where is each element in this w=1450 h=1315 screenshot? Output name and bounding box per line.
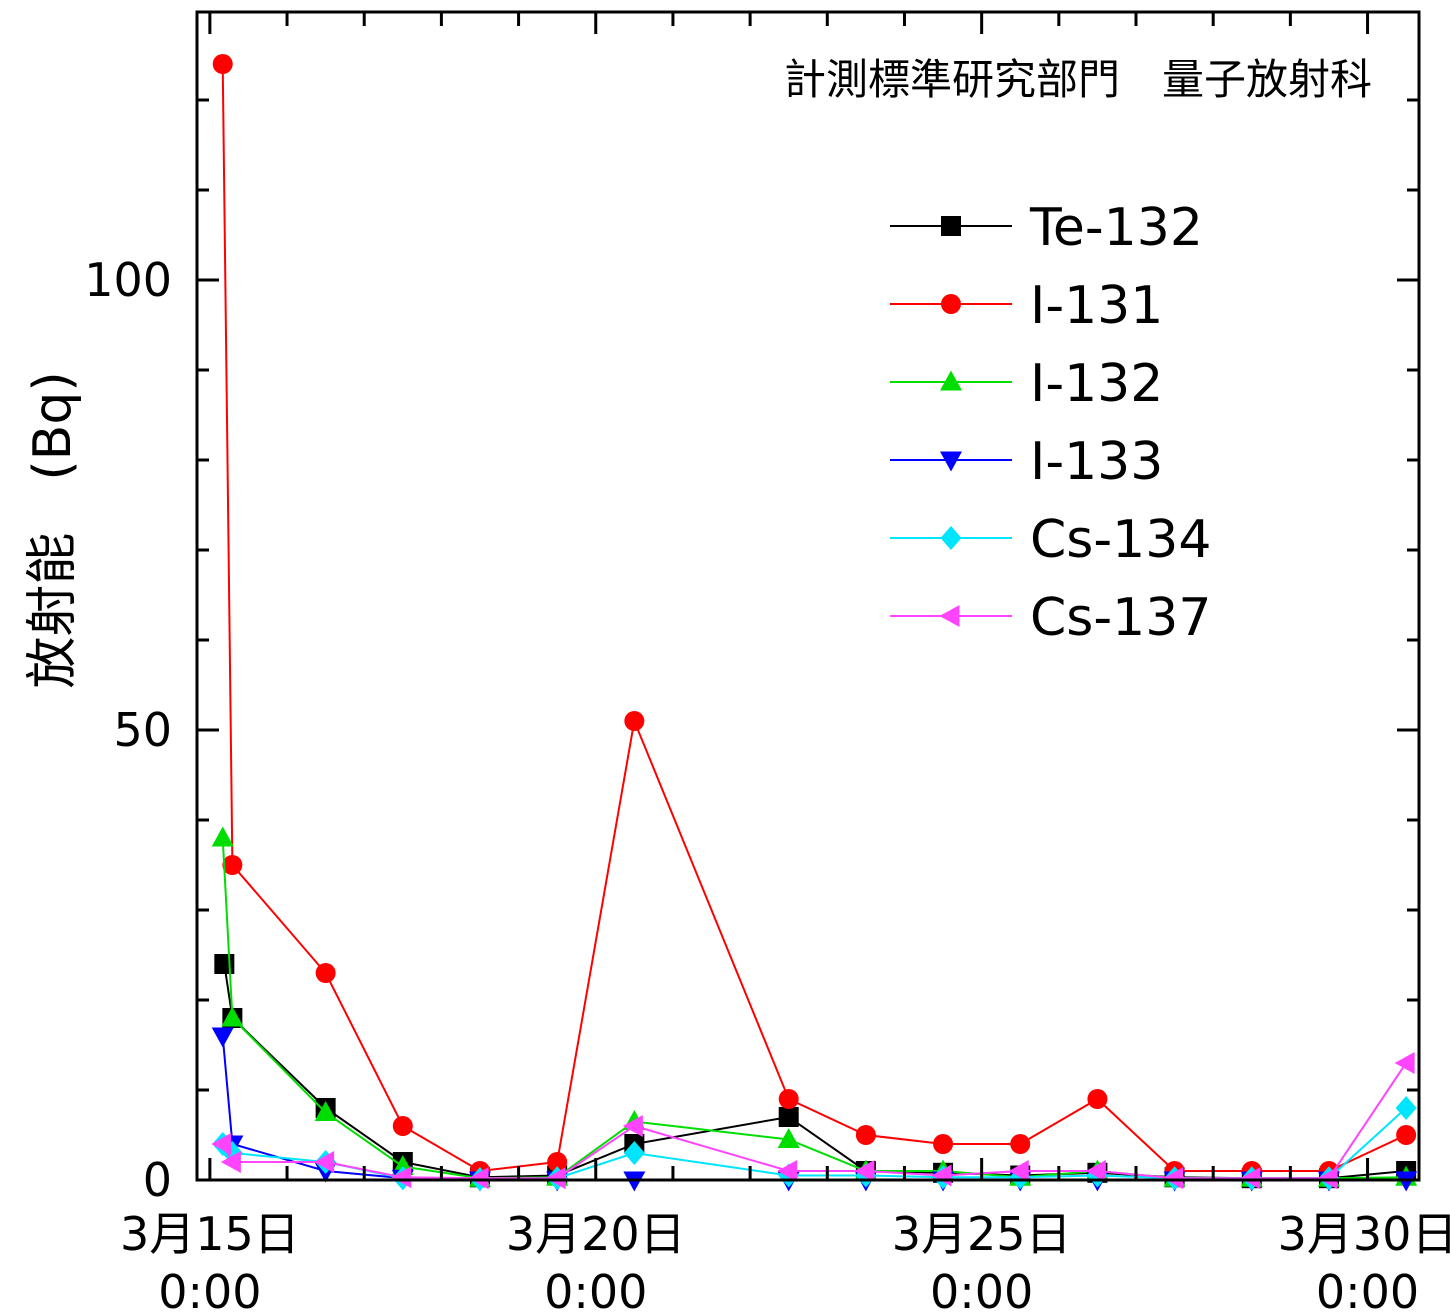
- x-tick-label: 3月15日: [120, 1207, 300, 1261]
- data-point: [1394, 1052, 1415, 1074]
- x-tick-label-time: 0:00: [1316, 1265, 1419, 1315]
- y-tick-label: 50: [113, 703, 172, 757]
- legend-item: I-132: [890, 354, 1163, 414]
- legend-label: I-132: [1030, 354, 1163, 414]
- data-point: [933, 1134, 954, 1154]
- legend-item: I-131: [890, 276, 1163, 336]
- data-point: [214, 954, 235, 974]
- y-tick-label: 100: [84, 253, 172, 307]
- data-point: [314, 1151, 335, 1173]
- data-point: [221, 1006, 244, 1027]
- series-layer: [211, 54, 1418, 1192]
- data-point: [778, 1107, 799, 1127]
- legend-label: I-131: [1030, 276, 1163, 336]
- data-point: [315, 963, 336, 983]
- data-point: [777, 1160, 798, 1182]
- y-axis-label: 放射能 (Bq): [23, 371, 83, 688]
- x-tick-label: 3月30日: [1278, 1207, 1450, 1261]
- data-point: [1008, 1160, 1029, 1182]
- data-point: [1396, 1125, 1417, 1145]
- x-tick-label: 3月20日: [506, 1207, 686, 1261]
- data-point: [211, 826, 234, 847]
- annotation-text: 計測標準研究部門 量子放射科: [784, 55, 1372, 104]
- x-tick-label-time: 0:00: [544, 1265, 647, 1315]
- series-i-132: [211, 826, 1418, 1187]
- series-line: [221, 63, 1407, 1173]
- data-point: [392, 1116, 413, 1136]
- series-te-132: [214, 954, 1417, 1189]
- data-point: [222, 855, 243, 875]
- legend-marker: [939, 605, 960, 627]
- data-point: [547, 1152, 568, 1172]
- data-point: [622, 1115, 643, 1137]
- data-point: [212, 54, 233, 74]
- data-point: [855, 1125, 876, 1145]
- y-tick-label: 0: [143, 1153, 172, 1207]
- data-point: [211, 1027, 234, 1048]
- data-point: [624, 711, 645, 731]
- data-point: [1010, 1134, 1031, 1154]
- x-tick-label-time: 0:00: [158, 1265, 261, 1315]
- data-point: [468, 1167, 489, 1190]
- data-point: [778, 1089, 799, 1109]
- data-point: [777, 1128, 800, 1148]
- legend-item: Cs-137: [890, 588, 1211, 648]
- data-point: [1317, 1167, 1338, 1190]
- legend-label: Cs-137: [1030, 588, 1211, 648]
- legend-label: I-133: [1030, 432, 1163, 492]
- data-point: [623, 1141, 645, 1165]
- data-point: [391, 1166, 412, 1189]
- data-point: [1085, 1160, 1106, 1182]
- legend-marker: [941, 294, 961, 314]
- data-point: [1163, 1167, 1184, 1190]
- legend-label: Cs-134: [1030, 510, 1211, 570]
- legend-item: Te-132: [890, 198, 1203, 258]
- legend-item: I-133: [890, 432, 1163, 492]
- series-i-133: [211, 1027, 1418, 1192]
- data-point: [314, 1101, 337, 1121]
- data-point: [1240, 1167, 1261, 1190]
- legend-marker: [940, 370, 962, 391]
- data-point: [1395, 1096, 1417, 1120]
- data-point: [854, 1160, 875, 1182]
- series-i-131: [212, 54, 1417, 1181]
- legend-label: Te-132: [1029, 198, 1203, 258]
- legend: Te-132 I-131 I-132 I-133 Cs-134 Cs-137: [890, 198, 1211, 648]
- x-tick-label: 3月25日: [892, 1207, 1072, 1261]
- series-line: [223, 963, 1407, 1180]
- data-point: [545, 1167, 566, 1190]
- axis-layer: 0501003月15日0:003月20日0:003月25日0:003月30日0:…: [84, 12, 1450, 1315]
- plot-frame: [195, 10, 1421, 1182]
- legend-marker: [941, 216, 961, 236]
- data-point: [220, 1151, 241, 1173]
- legend-marker: [940, 526, 962, 550]
- series-cs-137: [211, 1052, 1415, 1190]
- legend-marker: [940, 451, 962, 472]
- data-point: [1087, 1089, 1108, 1109]
- x-tick-label-time: 0:00: [930, 1265, 1033, 1315]
- data-point: [211, 1133, 232, 1155]
- legend-item: Cs-134: [890, 510, 1211, 570]
